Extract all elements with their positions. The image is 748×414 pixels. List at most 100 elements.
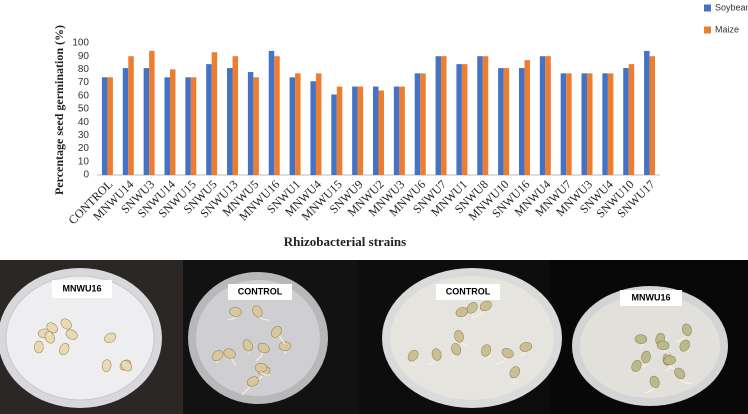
petri-dish xyxy=(196,280,320,396)
y-tick-label: 40 xyxy=(78,117,90,128)
bar xyxy=(503,68,510,175)
bar xyxy=(295,73,301,175)
y-tick-label: 90 xyxy=(78,51,90,62)
bar xyxy=(206,64,212,175)
seed xyxy=(519,342,533,352)
bar xyxy=(373,86,379,175)
bar xyxy=(211,52,218,175)
seed xyxy=(278,341,292,351)
bar xyxy=(107,77,113,175)
bar xyxy=(247,72,254,175)
seed xyxy=(101,359,112,372)
bar xyxy=(628,64,635,175)
seed xyxy=(431,348,442,361)
bar xyxy=(232,56,239,176)
legend-label: Soybean xyxy=(715,2,748,12)
bar xyxy=(456,64,462,175)
bar xyxy=(399,86,405,175)
legend-swatch xyxy=(704,26,711,34)
seed xyxy=(229,307,242,317)
seed xyxy=(60,318,72,330)
y-tick-label: 0 xyxy=(83,170,89,181)
legend-swatch xyxy=(704,4,711,12)
bar xyxy=(566,73,572,175)
bar xyxy=(587,73,593,175)
bar xyxy=(253,77,259,175)
seed xyxy=(649,375,660,389)
seed xyxy=(454,330,464,343)
y-axis-label: Percentage seed germination (%) xyxy=(52,25,66,195)
seed xyxy=(674,367,686,380)
seed xyxy=(641,350,651,364)
seed xyxy=(501,348,514,359)
photo-label-box xyxy=(436,284,500,300)
bar xyxy=(607,73,614,175)
bar xyxy=(164,77,170,175)
y-tick-label: 20 xyxy=(78,143,90,154)
petri-dish xyxy=(5,275,155,401)
seed xyxy=(451,343,462,356)
seed xyxy=(59,343,70,356)
bar xyxy=(420,73,426,175)
seed xyxy=(634,334,648,344)
bar xyxy=(289,77,296,175)
bar xyxy=(649,56,656,176)
bar xyxy=(378,90,384,175)
seed xyxy=(34,340,44,354)
bar xyxy=(169,69,176,175)
seed xyxy=(104,332,117,344)
y-tick-label: 60 xyxy=(78,90,90,101)
bar xyxy=(539,56,546,176)
x-axis-label: Rhizobacterial strains xyxy=(284,234,406,249)
photo-label: CONTROL xyxy=(238,286,283,296)
seed xyxy=(211,350,224,361)
bar xyxy=(315,73,322,175)
bar xyxy=(336,86,343,175)
bar xyxy=(149,50,155,175)
bar xyxy=(143,68,150,175)
bar xyxy=(545,56,551,176)
bar xyxy=(581,73,588,175)
petri-dish xyxy=(580,294,720,398)
bar xyxy=(274,56,280,176)
seed xyxy=(466,302,478,314)
seed xyxy=(663,355,676,366)
bar xyxy=(602,73,608,175)
bar xyxy=(524,60,530,175)
legend-label: Maize xyxy=(715,24,739,34)
seed xyxy=(120,360,133,372)
bar xyxy=(560,73,567,175)
seed xyxy=(44,331,55,344)
photo-label-box xyxy=(52,280,112,298)
bar xyxy=(482,56,489,176)
bar xyxy=(310,81,316,175)
bar xyxy=(393,86,400,175)
bar xyxy=(435,56,442,176)
photo-label: MNWU16 xyxy=(62,283,101,293)
bar xyxy=(122,68,129,175)
seed xyxy=(509,366,521,379)
y-tick-label: 80 xyxy=(78,64,90,75)
bar xyxy=(498,68,504,175)
seed xyxy=(656,340,670,351)
bar xyxy=(357,86,364,175)
seed xyxy=(65,329,78,340)
seed xyxy=(631,359,642,372)
photo-label-box xyxy=(228,284,292,300)
seed xyxy=(252,305,263,318)
seed xyxy=(246,376,259,387)
bar xyxy=(644,50,650,175)
seed xyxy=(242,339,253,352)
bar xyxy=(227,68,233,175)
seed xyxy=(223,348,236,359)
y-tick-label: 70 xyxy=(78,77,90,88)
y-tick-label: 10 xyxy=(78,156,90,167)
seed xyxy=(257,342,270,354)
bar xyxy=(190,77,197,175)
seed xyxy=(46,322,58,334)
bar xyxy=(268,50,275,175)
bar xyxy=(477,56,483,176)
seed xyxy=(682,323,692,336)
photo-panels: MNWU16 CONTROL CONTROL MNWU16 xyxy=(0,260,748,414)
